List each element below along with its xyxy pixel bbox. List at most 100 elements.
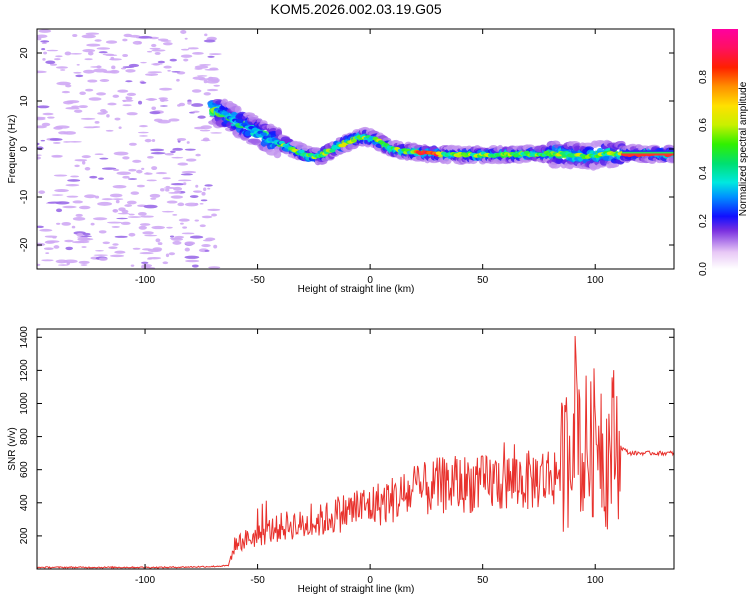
- spectrogram-noise-blob: [98, 177, 104, 180]
- spectrogram-noise-blob: [40, 40, 50, 43]
- spectrogram-noise-blob: [183, 182, 187, 186]
- spectrogram-noise-blob: [140, 61, 147, 64]
- spectrogram-noise-blob: [128, 142, 137, 146]
- spectrogram-noise-blob: [159, 105, 168, 107]
- spectrogram-noise-blob: [55, 55, 63, 58]
- spectrogram-noise-blob: [49, 63, 58, 66]
- spectrogram-noise-blob: [180, 222, 184, 225]
- spectrogram-noise-blob: [182, 226, 188, 229]
- spectrogram-noise-blob: [185, 259, 200, 263]
- spectrogram-noise-blob: [105, 40, 118, 44]
- spectrogram-noise-blob: [180, 30, 187, 35]
- spectrogram-noise-blob: [164, 152, 174, 156]
- spectrogram-noise-blob: [206, 88, 219, 92]
- spectrogram-noise-blob: [163, 65, 172, 69]
- spectrogram-noise-blob: [144, 234, 158, 237]
- spectrogram-noise-blob: [180, 54, 193, 58]
- spectrogram-noise-blob: [192, 110, 200, 113]
- spectrogram-noise-blob: [58, 131, 69, 135]
- spectrogram-noise-blob: [124, 204, 133, 207]
- spectrogram-noise-blob: [62, 205, 77, 209]
- spectrogram-noise-blob: [87, 51, 94, 56]
- snr-x-tick-label: -100: [135, 575, 155, 586]
- spectrogram-noise-blob: [130, 191, 140, 195]
- spectrogram-noise-blob: [207, 208, 221, 211]
- spectrogram-noise-blob: [78, 205, 91, 210]
- spectrogram-tail-band: [622, 153, 674, 156]
- spectrogram-noise-blob: [200, 125, 212, 130]
- spectrogram-noise-blob: [38, 29, 52, 33]
- spectrogram-noise-blob: [157, 119, 171, 124]
- spectrogram-ridge-cell: [610, 163, 620, 168]
- spectrogram-noise-blob: [99, 157, 109, 160]
- spectrogram-noise-blob: [158, 97, 168, 100]
- spectrogram-x-tick-label: -100: [135, 275, 155, 286]
- spectrogram-noise-blob: [87, 79, 98, 83]
- spectrogram-noise-blob: [120, 67, 127, 70]
- snr-y-tick-label: 600: [19, 461, 30, 478]
- spectrogram-noise-blob: [89, 175, 98, 179]
- spectrogram-noise-blob: [122, 38, 128, 42]
- spectrogram-noise-blob: [81, 34, 96, 39]
- spectrogram-noise-blob: [184, 37, 188, 40]
- spectrogram-noise-blob: [112, 184, 127, 189]
- spectrogram-noise-blob: [141, 261, 149, 264]
- spectrogram-noise-blob: [37, 242, 46, 247]
- spectrogram-noise-blob: [199, 202, 204, 205]
- spectrogram-noise-blob: [88, 97, 102, 101]
- spectrogram-noise-blob: [61, 90, 70, 94]
- spectrogram-noise-blob: [69, 52, 83, 55]
- snr-x-tick-label: 50: [477, 575, 489, 586]
- spectrogram-noise-blob: [203, 239, 213, 242]
- spectrogram-ridge-core: [251, 127, 258, 132]
- spectrogram-noise-blob: [113, 151, 129, 156]
- spectrogram-noise-blob: [52, 141, 61, 144]
- spectrogram-noise-blob: [72, 33, 78, 38]
- spectrogram-noise-blob: [43, 247, 54, 250]
- spectrogram-noise-blob: [139, 135, 148, 137]
- spectrogram-noise-blob: [125, 96, 133, 101]
- spectrogram-noise-blob: [99, 79, 110, 82]
- spectrogram-noise-blob: [83, 69, 95, 74]
- spectrogram-noise-blob: [157, 242, 163, 246]
- spectrogram-noise-blob: [170, 150, 176, 154]
- snr-x-label: Height of straight line (km): [298, 584, 415, 595]
- spectrogram-noise-blob: [171, 156, 184, 159]
- spectrogram-noise-blob: [65, 246, 73, 251]
- spectrogram-noise-blob: [185, 158, 197, 162]
- spectrogram-noise-blob: [102, 53, 115, 56]
- spectrogram-noise-blob: [82, 49, 96, 53]
- spectrogram-y-tick-label: 10: [19, 95, 30, 107]
- spectrogram-noise-blob: [107, 102, 117, 106]
- spectrogram-noise-blob: [125, 69, 136, 73]
- spectrogram-noise-blob: [42, 112, 54, 116]
- snr-y-tick-label: 1400: [19, 326, 30, 349]
- spectrogram-noise-blob: [111, 65, 116, 70]
- spectrogram-noise-blob: [149, 111, 161, 115]
- spectrogram-noise-blob: [94, 121, 100, 124]
- colorbar-label: Normalized spectral amplitude: [738, 81, 749, 216]
- spectrogram-noise-blob: [92, 126, 101, 128]
- spectrogram-noise-blob: [60, 69, 66, 71]
- spectrogram-noise-blob: [150, 151, 166, 155]
- spectrogram-noise-blob: [150, 197, 157, 200]
- spectrogram-noise-blob: [56, 81, 71, 86]
- spectrogram-noise-blob: [151, 166, 158, 171]
- spectrogram-noise-blob: [184, 148, 196, 151]
- colorbar-tick-label: 0.6: [698, 118, 709, 132]
- spectrogram-noise-blob: [122, 100, 126, 103]
- spectrogram-noise-blob: [142, 231, 154, 235]
- snr-x-tick-label: 0: [367, 575, 373, 586]
- spectrogram-noise-blob: [75, 74, 84, 78]
- colorbar: 0.0 0.2 0.4 0.6 0.8 Normalized spectral ampl…: [698, 29, 749, 276]
- spectrogram-noise-blob: [203, 92, 211, 96]
- spectrogram-noise-blob: [37, 142, 40, 146]
- spectrogram-noise-blob: [53, 245, 60, 249]
- spectrogram-y-tick-label: -10: [19, 189, 30, 204]
- colorbar-tick-label: 0.2: [698, 214, 709, 228]
- spectrogram-plot-area: [37, 29, 674, 269]
- spectrogram-noise-blob: [101, 198, 114, 201]
- colorbar-tick-label: 0.0: [698, 262, 709, 276]
- spectrogram-noise-blob: [137, 211, 147, 216]
- spectrogram-noise-blob: [108, 246, 118, 250]
